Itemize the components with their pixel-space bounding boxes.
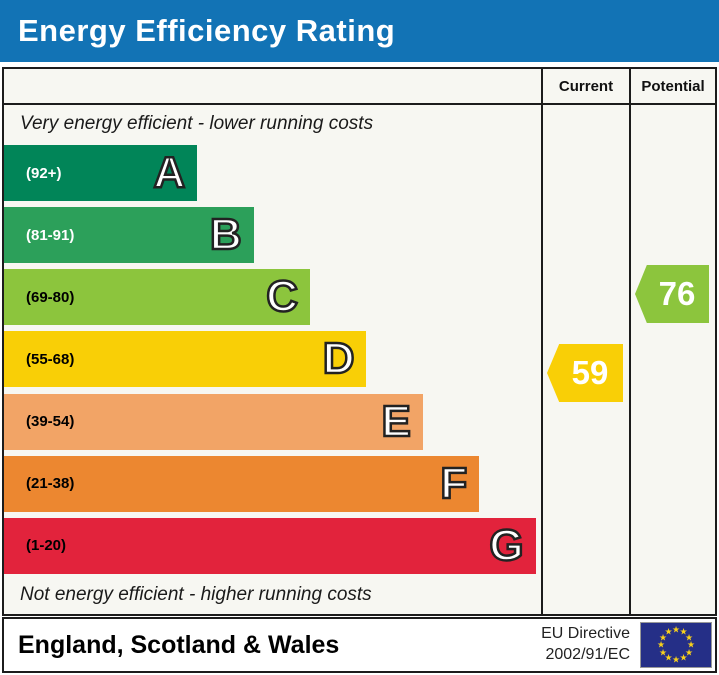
band-bar-c: (69-80) C (4, 269, 311, 326)
band-range-label: (55-68) (26, 350, 75, 368)
caption-very-efficient: Very energy efficient - lower running co… (20, 112, 374, 134)
rating-table: Current Potential Very energy efficient … (2, 67, 717, 616)
band-bar-b: (81-91) B (4, 207, 254, 264)
band-bar-a: (92+) A (4, 145, 198, 202)
eu-flag-star: ★ (679, 626, 688, 637)
band-row-a: (92+) A (4, 142, 541, 204)
current-rating-value: 59 (571, 354, 609, 391)
eu-directive-label: EU Directive 2002/91/EC (541, 624, 630, 666)
header-spacer (4, 69, 541, 103)
footer: England, Scotland & Wales EU Directive 2… (2, 617, 717, 673)
band-row-d: (55-68) D (4, 328, 541, 390)
eu-flag-star: ★ (656, 639, 666, 650)
band-range-label: (69-80) (26, 288, 75, 306)
band-letter: A (152, 148, 186, 198)
current-rating-arrow: 59 (547, 344, 623, 402)
band-letter: G (488, 520, 525, 570)
eu-directive-line2: 2002/91/EC (545, 646, 630, 663)
potential-rating-arrow: 76 (635, 265, 709, 323)
eu-flag-star: ★ (684, 632, 694, 642)
eu-directive-line1: EU Directive (541, 625, 630, 643)
band-bar-d: (55-68) D (4, 331, 367, 388)
band-bar-g: (1-20) G (4, 517, 536, 574)
band-row-c: (69-80) C (4, 266, 541, 328)
eu-flag-star: ★ (671, 624, 681, 635)
table-header-row: Current Potential (4, 69, 715, 105)
potential-rating-value: 76 (658, 275, 696, 312)
band-row-f: (21-38) F (4, 453, 541, 515)
band-range-label: (39-54) (26, 413, 75, 431)
band-letter: D (321, 334, 355, 384)
eu-flag-star: ★ (664, 626, 673, 637)
potential-column-header: Potential (629, 69, 715, 103)
bands-column: Very energy efficient - lower running co… (4, 105, 541, 614)
band-letter: C (265, 272, 299, 322)
band-letter: B (209, 210, 243, 260)
table-body: Very energy efficient - lower running co… (4, 105, 715, 614)
potential-column: 76 (629, 105, 715, 614)
band-range-label: (1-20) (26, 537, 67, 555)
region-label: England, Scotland & Wales (18, 630, 340, 659)
band-range-label: (21-38) (26, 475, 75, 493)
eu-flag-star: ★ (684, 647, 694, 657)
band-row-e: (39-54) E (4, 391, 541, 453)
band-range-label: (92+) (26, 164, 62, 182)
band-letter: F (439, 458, 468, 508)
caption-not-efficient: Not energy efficient - higher running co… (20, 584, 372, 606)
eu-flag-star: ★ (658, 647, 668, 657)
band-bar-e: (39-54) E (4, 393, 423, 450)
eu-flag-star: ★ (686, 639, 696, 650)
page-title: Energy Efficiency Rating (18, 13, 396, 48)
band-row-b: (81-91) B (4, 204, 541, 266)
current-column: 59 (541, 105, 629, 614)
eu-flag: ★ ★ ★ ★ ★ ★ ★ ★ ★ ★ ★ ★ (640, 622, 712, 668)
eu-flag-star: ★ (658, 632, 668, 642)
eu-flag-star: ★ (671, 654, 681, 665)
band-letter: E (380, 396, 412, 446)
eu-flag-star: ★ (664, 652, 673, 663)
current-column-header: Current (541, 69, 629, 103)
band-range-label: (81-91) (26, 226, 75, 244)
title-bar: Energy Efficiency Rating (0, 0, 719, 62)
band-bar-f: (21-38) F (4, 455, 480, 512)
band-row-g: (1-20) G (4, 515, 541, 577)
eu-flag-star: ★ (679, 652, 688, 663)
